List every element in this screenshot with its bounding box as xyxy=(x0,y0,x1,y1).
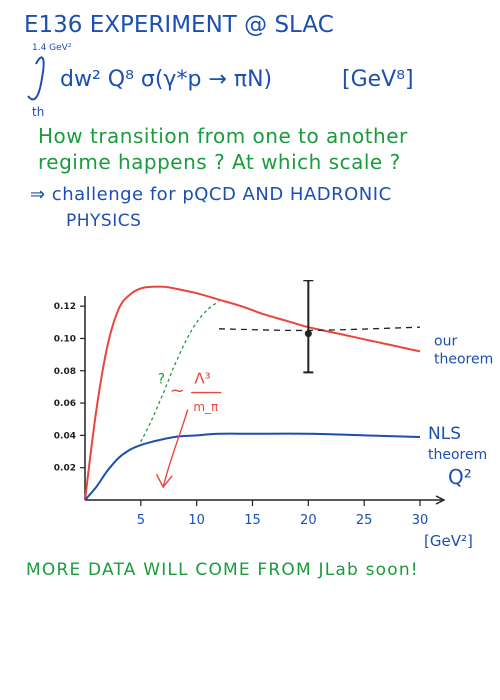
x-tick-label: 20 xyxy=(300,513,317,528)
integral-lower-limit: th xyxy=(32,105,44,119)
chart-axes xyxy=(84,296,446,505)
data-point-marker xyxy=(304,330,312,338)
x-axis-arrow xyxy=(435,495,446,505)
footer-note: MORE DATA WILL COME FROM JLab soon! xyxy=(26,560,419,580)
transition-chart: 5 10 15 20 25 30 0.02 0.04 0.06 0.08 0.10 0.12 our t… xyxy=(54,280,493,550)
label-our: our xyxy=(434,333,457,349)
annotation-arrowhead xyxy=(155,473,173,489)
x-axis-unit: [GeV²] xyxy=(424,532,473,550)
integral-sign xyxy=(27,56,45,101)
series-our-theorem xyxy=(84,285,421,501)
chart-data-point xyxy=(303,280,314,374)
y-tick-label: 0.12 xyxy=(54,302,76,312)
integral-upper-limit: 1.4 GeV² xyxy=(32,43,72,53)
x-tick-label: 10 xyxy=(188,513,205,528)
annotation-numerator: Λ³ xyxy=(194,370,210,388)
chart-series xyxy=(84,285,421,501)
label-nls: NLS xyxy=(428,424,461,444)
series-nls-theorem xyxy=(84,432,421,501)
x-axis-label: Q² xyxy=(448,465,472,489)
x-tick-label: 5 xyxy=(137,513,145,528)
x-tick-label: 25 xyxy=(356,513,373,528)
label-our-theorem: theorem xyxy=(434,351,493,367)
formula-unit: [GeV⁸] xyxy=(342,67,414,92)
y-tick-label: 0.04 xyxy=(54,431,76,441)
chart-ticks: 5 10 15 20 25 30 0.02 0.04 0.06 0.08 0.10 0.12 xyxy=(54,302,428,528)
question-line-2: regime happens ? At which scale ? xyxy=(38,150,401,174)
integral-formula: 1.4 GeV² th dw² Q⁸ σ(γ*p → πN) [GeV⁸] xyxy=(27,43,414,119)
x-tick-label: 30 xyxy=(412,513,429,528)
y-tick-label: 0.02 xyxy=(54,464,76,474)
question-line-1: How transition from one to another xyxy=(38,124,408,148)
label-nls-theorem: theorem xyxy=(428,447,487,463)
conclusion-line-2: PHYSICS xyxy=(66,211,142,231)
annotation-question: ? xyxy=(158,372,165,388)
annotation-tilde: ~ xyxy=(170,381,185,402)
conclusion-line-1: ⇒ challenge for pQCD AND HADRONIC xyxy=(30,184,392,205)
y-tick-label: 0.10 xyxy=(54,334,76,344)
slide-title: E136 EXPERIMENT @ SLAC xyxy=(24,12,334,38)
chart-labels: our theorem NLS theorem Q² [GeV²]? ~ Λ³ m_π xyxy=(155,333,493,550)
y-tick-label: 0.06 xyxy=(54,399,76,409)
x-tick-label: 15 xyxy=(244,513,261,528)
y-tick-label: 0.08 xyxy=(54,367,76,377)
annotation-arrow xyxy=(162,409,189,488)
series-interpolation xyxy=(140,300,220,443)
annotation-denominator: m_π xyxy=(193,400,218,414)
formula-body: dw² Q⁸ σ(γ*p → πN) xyxy=(60,67,272,92)
